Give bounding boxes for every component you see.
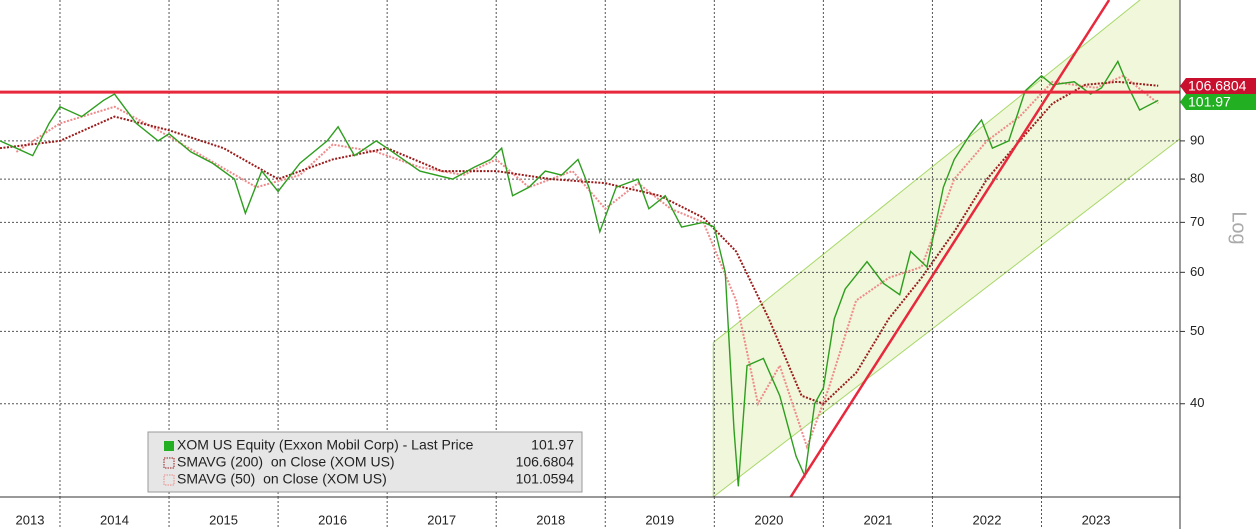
legend-value: 101.0594: [516, 471, 575, 487]
legend-swatch: [163, 474, 175, 486]
x-tick-label: 2023: [1082, 512, 1111, 527]
legend-swatch: [163, 457, 175, 469]
y-tick-label: 90: [1190, 132, 1204, 147]
channel-fill: [713, 0, 1180, 497]
legend-box: [147, 431, 583, 493]
y-tick-label: 80: [1190, 171, 1204, 186]
price-line: [0, 80, 1159, 405]
legend-label: SMAVG (50) on Close (XOM US): [177, 471, 387, 487]
legend-label: SMAVG (200) on Close (XOM US): [177, 454, 395, 470]
legend: XOM US Equity (Exxon Mobil Corp) - Last …: [147, 431, 583, 493]
x-tick-label: 2015: [209, 512, 238, 527]
x-tick-label: 2016: [318, 512, 347, 527]
axes: 40 50 60 70 80 90 2013 2014 2015 2016 2017 2018 2019…: [16, 78, 1256, 529]
trend-line: [789, 0, 1111, 497]
legend-swatch: [164, 441, 174, 451]
x-tick-label: 2014: [100, 512, 129, 527]
y-tick-label: 40: [1190, 395, 1204, 410]
legend-value: 101.97: [531, 437, 574, 453]
price-tag: [1180, 78, 1256, 94]
x-tick-label: 2013: [16, 512, 45, 527]
x-tick-label: 2020: [754, 512, 783, 527]
price-tag-label: 101.97: [1188, 94, 1231, 110]
price-line: [0, 59, 1159, 487]
price-tag: [1180, 94, 1256, 110]
x-tick-label: 2018: [536, 512, 565, 527]
legend-value: 106.6804: [516, 454, 575, 470]
y-tick-label: 50: [1190, 323, 1204, 338]
x-tick-label: 2017: [427, 512, 456, 527]
price-tag-label: 106.6804: [1188, 78, 1247, 94]
y-tick-label: 70: [1190, 214, 1204, 229]
channel-line: [712, 0, 1141, 344]
x-tick-label: 2019: [645, 512, 674, 527]
x-tick-label: 2022: [973, 512, 1002, 527]
plot-area: [0, 0, 1180, 497]
x-tick-label: 2021: [863, 512, 892, 527]
y-axis-label: Log: [1228, 211, 1250, 244]
legend-label: XOM US Equity (Exxon Mobil Corp) - Last …: [177, 437, 474, 453]
y-tick-label: 60: [1190, 264, 1204, 279]
